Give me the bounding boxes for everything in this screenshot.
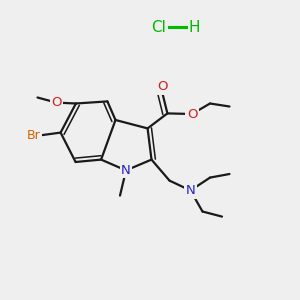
Text: N: N [121, 164, 131, 177]
Text: Cl: Cl [152, 20, 166, 34]
Text: O: O [187, 107, 197, 121]
Text: Br: Br [27, 129, 41, 142]
Text: O: O [51, 96, 62, 109]
Text: N: N [186, 184, 195, 197]
Text: H: H [189, 20, 200, 34]
Text: O: O [158, 80, 168, 94]
